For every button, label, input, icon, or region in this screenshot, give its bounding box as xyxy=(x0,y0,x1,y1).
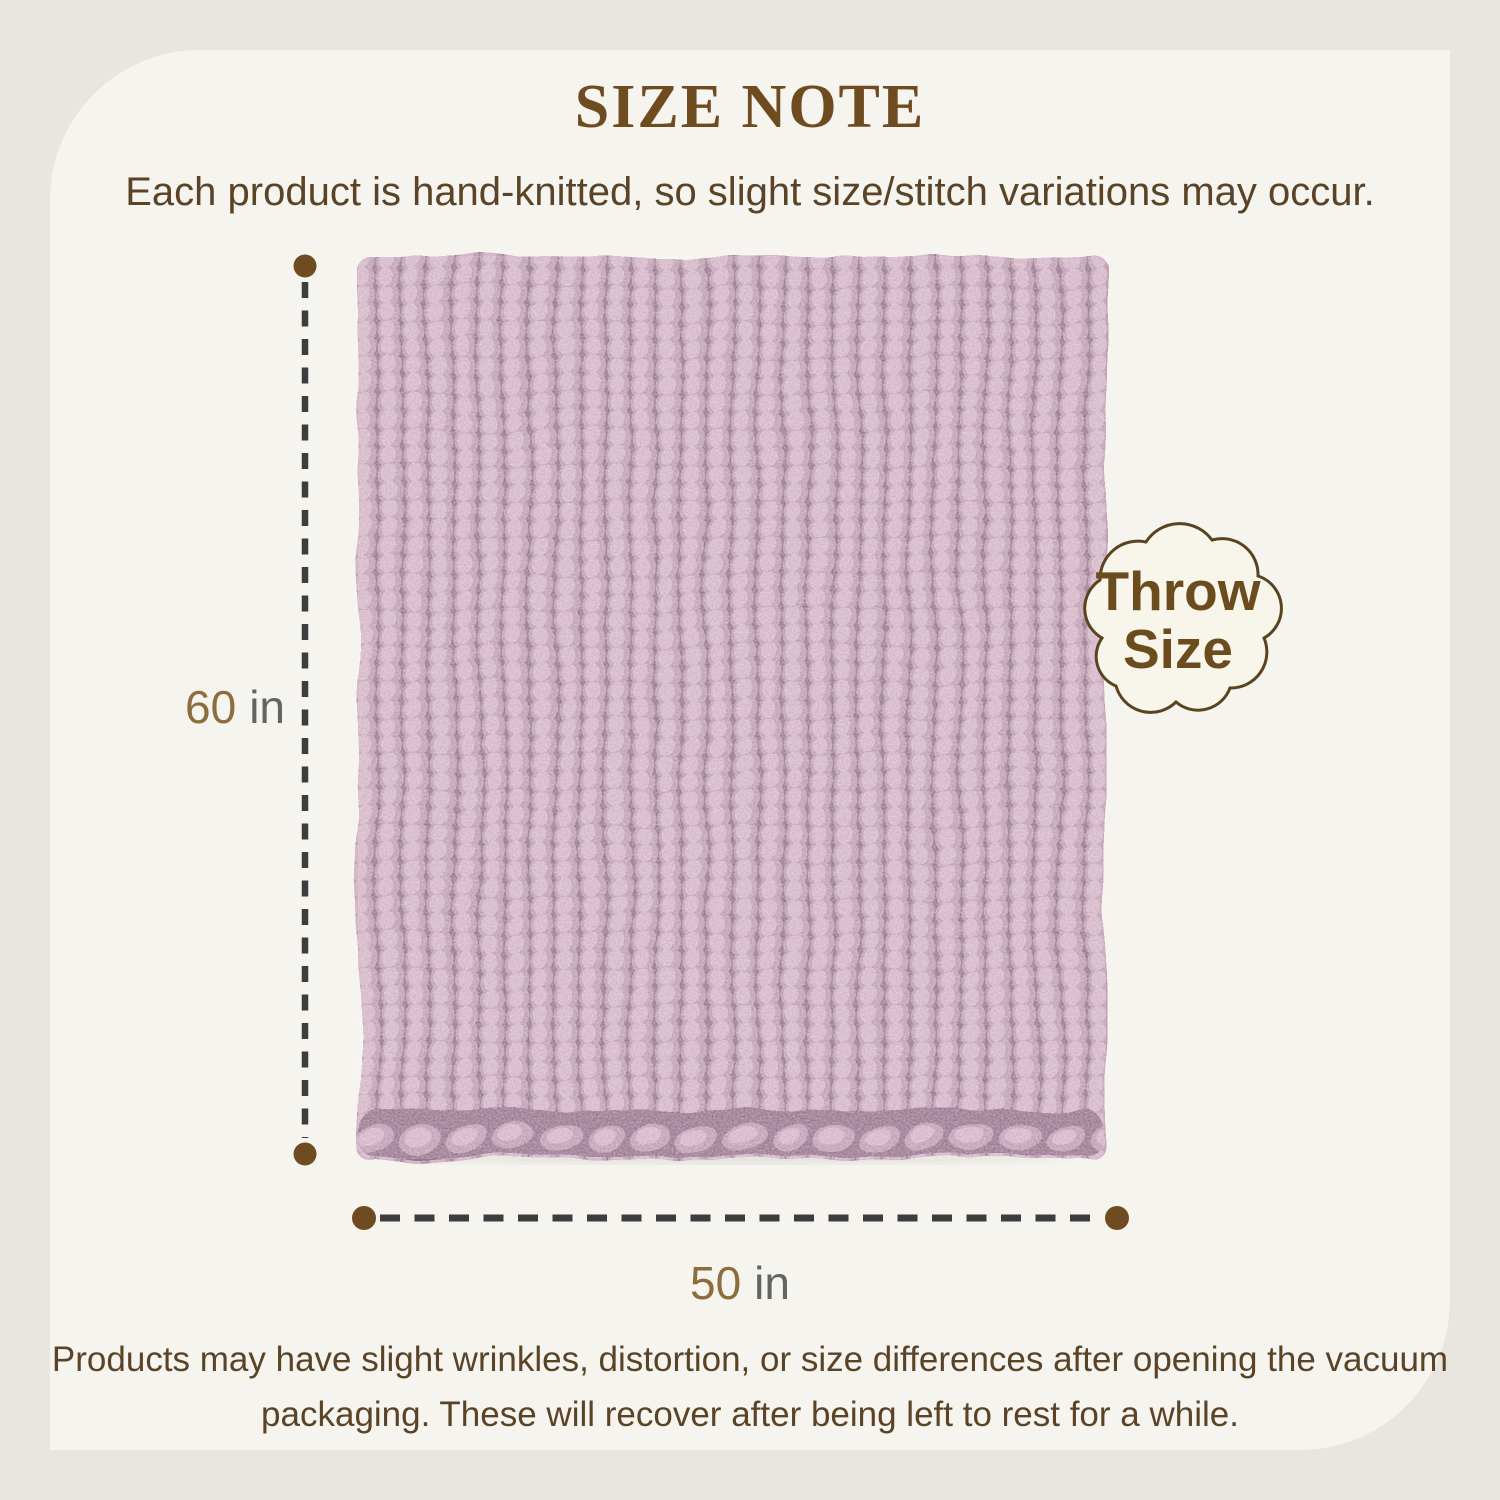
badge-cloud-shape xyxy=(1083,522,1283,714)
footer-note-text: Products may have slight wrinkles, disto… xyxy=(51,1340,1449,1435)
blanket-image xyxy=(352,250,1112,1165)
badge-line1: Throw xyxy=(1095,559,1261,622)
throw-size-badge: Throw Size xyxy=(1072,518,1284,718)
dimension-endpoint-dot xyxy=(293,1142,317,1166)
page-title: SIZE NOTE xyxy=(574,73,926,141)
dimension-endpoint-dot xyxy=(1105,1206,1129,1230)
footer-note: Products may have slight wrinkles, disto… xyxy=(0,1332,1500,1443)
width-value: 50 xyxy=(690,1257,742,1309)
dimension-endpoint-dot xyxy=(352,1206,376,1230)
subtitle: Each product is hand-knitted, so slight … xyxy=(125,170,1375,214)
width-label: 50 in xyxy=(540,1256,940,1310)
height-unit: in xyxy=(249,681,285,733)
height-label: 60 in xyxy=(90,680,285,734)
width-unit: in xyxy=(754,1257,790,1309)
width-dimension-line xyxy=(352,1206,1129,1230)
dimension-endpoint-dot xyxy=(293,254,317,278)
chenille-shade-overlay xyxy=(358,256,1106,1159)
blanket-texture-svg xyxy=(358,256,1106,1164)
badge-text: Throw Size xyxy=(1072,518,1284,718)
height-value: 60 xyxy=(185,681,237,733)
badge-line2: Size xyxy=(1122,618,1234,680)
height-dimension-line xyxy=(293,254,317,1166)
